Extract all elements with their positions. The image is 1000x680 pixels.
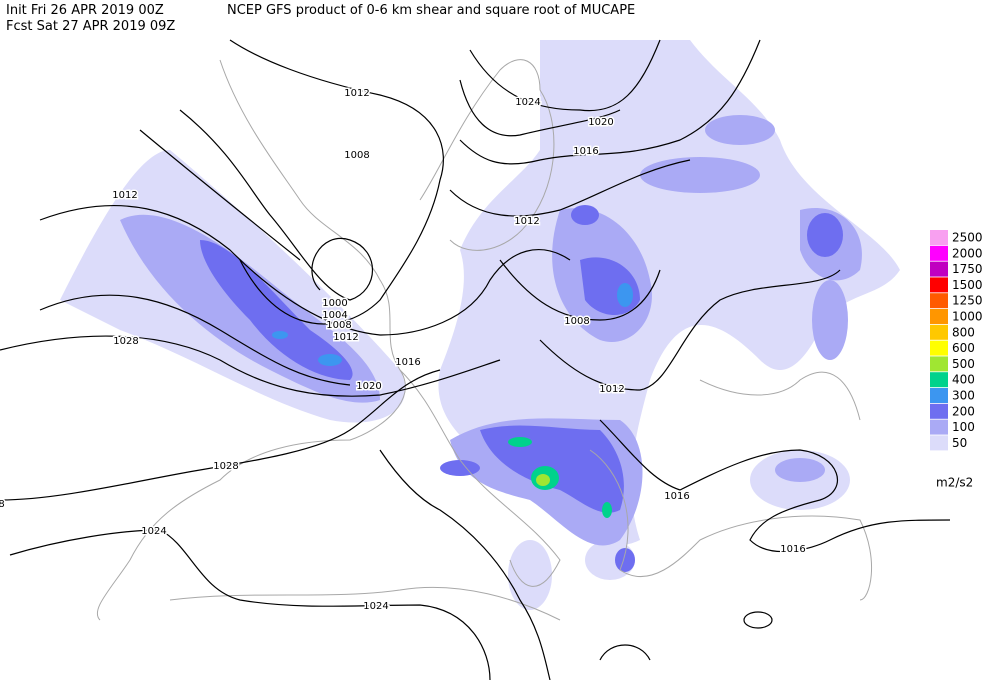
legend-label: 1500 xyxy=(952,278,983,292)
legend-label: 300 xyxy=(952,389,975,403)
header-fcst: Fcst Sat 27 APR 2019 09Z xyxy=(6,19,175,34)
isobar-label: 1016 xyxy=(573,146,598,157)
isobar-label: 1012 xyxy=(514,216,539,227)
isobar-label: 1008 xyxy=(326,320,351,331)
isobar-label: 1024 xyxy=(515,97,540,108)
legend-swatch xyxy=(930,293,948,309)
isobar-labels: 1012100810241020101610121012100010041008… xyxy=(0,87,807,614)
isobar-label: 1020 xyxy=(356,381,381,392)
legend-swatch xyxy=(930,230,948,245)
isobar-label: 1016 xyxy=(395,357,420,368)
legend-swatch xyxy=(930,435,948,451)
legend-swatch xyxy=(930,356,948,372)
legend-label: 200 xyxy=(952,404,975,418)
isobar-label: 1004 xyxy=(322,310,347,321)
legend-label: 2000 xyxy=(952,246,983,260)
legend-swatch xyxy=(930,372,948,388)
isobar-label: 1016 xyxy=(664,491,689,502)
isobar-label: 1012 xyxy=(112,190,137,201)
isobar-label: 1016 xyxy=(780,544,805,555)
isobar-label: 1008 xyxy=(344,150,369,161)
isobar-label: 1024 xyxy=(141,526,166,537)
legend-label: 2500 xyxy=(952,231,983,245)
legend-label: 500 xyxy=(952,357,975,371)
coastlines xyxy=(96,59,873,621)
isobar-label: 1012 xyxy=(344,88,369,99)
isobar-label: 1008 xyxy=(564,316,589,327)
legend-swatch xyxy=(930,403,948,419)
isobar-label: 1020 xyxy=(588,117,613,128)
legend-swatch xyxy=(930,309,948,324)
legend-swatch xyxy=(930,388,948,403)
legend-label: 1000 xyxy=(952,310,983,324)
isobar-label: 1028 xyxy=(213,461,238,472)
isobar-label: 1000 xyxy=(322,298,347,309)
legend-swatch xyxy=(930,261,948,277)
isobar-label: 1028 xyxy=(113,336,138,347)
isobars xyxy=(0,39,951,680)
legend-swatch xyxy=(930,324,948,340)
isobar-label: 1012 xyxy=(333,332,358,343)
legend-label: 50 xyxy=(952,436,967,450)
isobar-label: 1028 xyxy=(0,499,5,510)
legend-label: 600 xyxy=(952,341,975,355)
legend-label: 100 xyxy=(952,420,975,434)
legend-swatch xyxy=(930,277,948,293)
header-init: Init Fri 26 APR 2019 00Z xyxy=(6,3,164,18)
legend-label: 1750 xyxy=(952,262,983,276)
legend-swatch xyxy=(930,340,948,356)
header-title: NCEP GFS product of 0-6 km shear and squ… xyxy=(227,3,635,18)
legend-unit: m2/s2 xyxy=(936,476,973,490)
isobar-label: 1012 xyxy=(599,384,624,395)
shading xyxy=(60,40,900,610)
legend-label: 1250 xyxy=(952,294,983,308)
legend-swatch xyxy=(930,245,948,261)
legend-swatch xyxy=(930,419,948,435)
legend-label: 400 xyxy=(952,373,975,387)
legend-label: 800 xyxy=(952,325,975,339)
isobar-label: 1024 xyxy=(363,601,388,612)
